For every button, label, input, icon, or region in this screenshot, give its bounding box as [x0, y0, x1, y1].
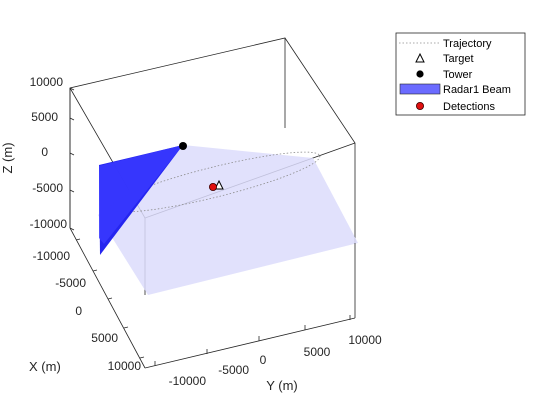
- legend-tower-swatch: [416, 70, 424, 78]
- legend-target-swatch: [415, 52, 425, 63]
- z-tick-label: 5000: [31, 110, 58, 124]
- legend-label-trajectory: Trajectory: [443, 38, 492, 50]
- x-axis-label: X (m): [29, 359, 61, 374]
- z-tick-marks: [69, 87, 75, 231]
- legend-label-beam: Radar1 Beam: [443, 84, 511, 96]
- x-tick-label: 0: [75, 304, 82, 318]
- z-tick-label: 10000: [30, 75, 64, 89]
- y-tick-label: -5000: [218, 363, 249, 377]
- x-tick-labels: -10000 -5000 0 5000 10000: [33, 249, 142, 373]
- x-axis-line: [69, 227, 146, 369]
- z-tick-labels: 10000 5000 0 -5000 -10000: [30, 75, 68, 231]
- radar1-beam-face: [99, 145, 183, 244]
- z-axis-label: Z (m): [0, 142, 15, 173]
- x-tick-label: -10000: [33, 249, 71, 263]
- y-tick-label: 5000: [304, 345, 331, 359]
- legend-detections-swatch: [415, 102, 424, 111]
- x-tick-label: 10000: [108, 359, 142, 373]
- legend-label-tower: Tower: [443, 69, 473, 81]
- z-tick-label: -5000: [32, 181, 63, 195]
- detection-marker: [208, 182, 217, 191]
- x-tick-label: 5000: [91, 331, 118, 345]
- legend-label-target: Target: [443, 53, 474, 65]
- y-axis-line: [144, 317, 356, 369]
- x-tick-label: -5000: [55, 276, 86, 290]
- y-axis-label: Y (m): [266, 378, 298, 393]
- beam-footprint: [98, 145, 358, 295]
- y-tick-labels: -10000 -5000 0 5000 10000: [169, 333, 382, 388]
- axis-lines: [69, 88, 356, 369]
- legend-label-detections: Detections: [443, 101, 495, 113]
- x-tick-marks: [75, 238, 145, 359]
- y-tick-marks: [154, 315, 351, 366]
- legend-beam-swatch: [399, 83, 441, 95]
- legend: Trajectory Target Tower Radar1 Beam Dete…: [395, 32, 526, 116]
- y-tick-label: -10000: [169, 374, 207, 388]
- y-tick-label: 0: [260, 353, 267, 367]
- z-tick-label: -10000: [30, 217, 68, 231]
- target-marker: [214, 179, 224, 190]
- z-tick-label: 0: [41, 145, 48, 159]
- y-tick-label: 10000: [348, 333, 382, 347]
- tower-marker: [179, 142, 187, 150]
